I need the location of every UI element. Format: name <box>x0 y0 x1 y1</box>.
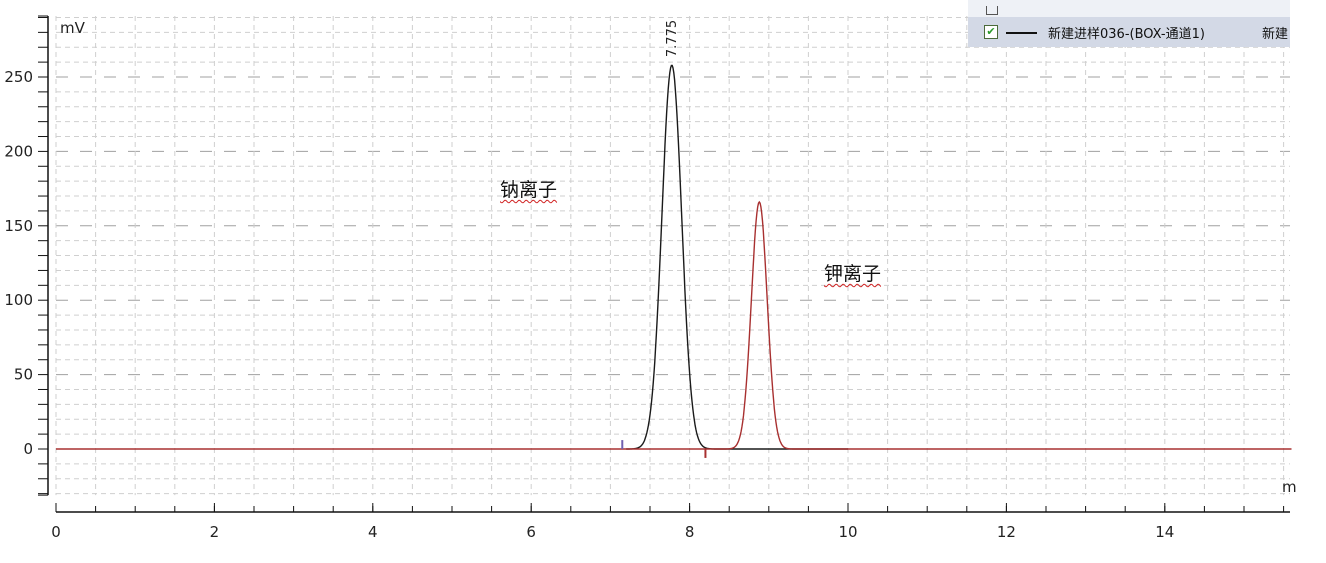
legend-entry-label-cut: 新建 <box>1261 27 1288 42</box>
x-tick-label: 12 <box>997 523 1016 541</box>
y-axis-unit: mV <box>60 19 86 37</box>
legend-entry-label: 新建进样036-(BOX-通道1) <box>1048 27 1205 42</box>
legend-line-swatch <box>1006 32 1037 34</box>
x-axis-unit: m <box>1282 478 1297 496</box>
x-tick-label: 4 <box>368 523 378 541</box>
legend-header <box>968 0 1290 17</box>
legend: ✔ 新建进样036-(BOX-通道1) 新建 <box>968 17 1290 47</box>
x-tick-label: 8 <box>685 523 695 541</box>
x-tick-label: 0 <box>51 523 61 541</box>
x-tick-label: 14 <box>1155 523 1174 541</box>
annotation-sodium: 钠离子 <box>500 179 558 201</box>
y-tick-label: 200 <box>4 142 33 160</box>
series-line-2 <box>56 200 1292 450</box>
y-tick-label: 250 <box>4 68 33 86</box>
y-tick-label: 100 <box>4 291 33 309</box>
y-tick-label: 150 <box>4 217 33 235</box>
y-tick-label: 50 <box>14 366 33 384</box>
peak-label: 7.775 <box>665 20 680 57</box>
annotation-potassium: 钾离子 <box>824 263 882 285</box>
legend-checkbox-partial[interactable] <box>986 6 998 15</box>
x-tick-label: 6 <box>526 523 536 541</box>
legend-checkbox[interactable]: ✔ <box>984 25 998 39</box>
x-tick-label: 10 <box>838 523 857 541</box>
y-tick-label: 0 <box>23 440 33 458</box>
x-tick-label: 2 <box>210 523 220 541</box>
series-line-1 <box>626 64 848 450</box>
